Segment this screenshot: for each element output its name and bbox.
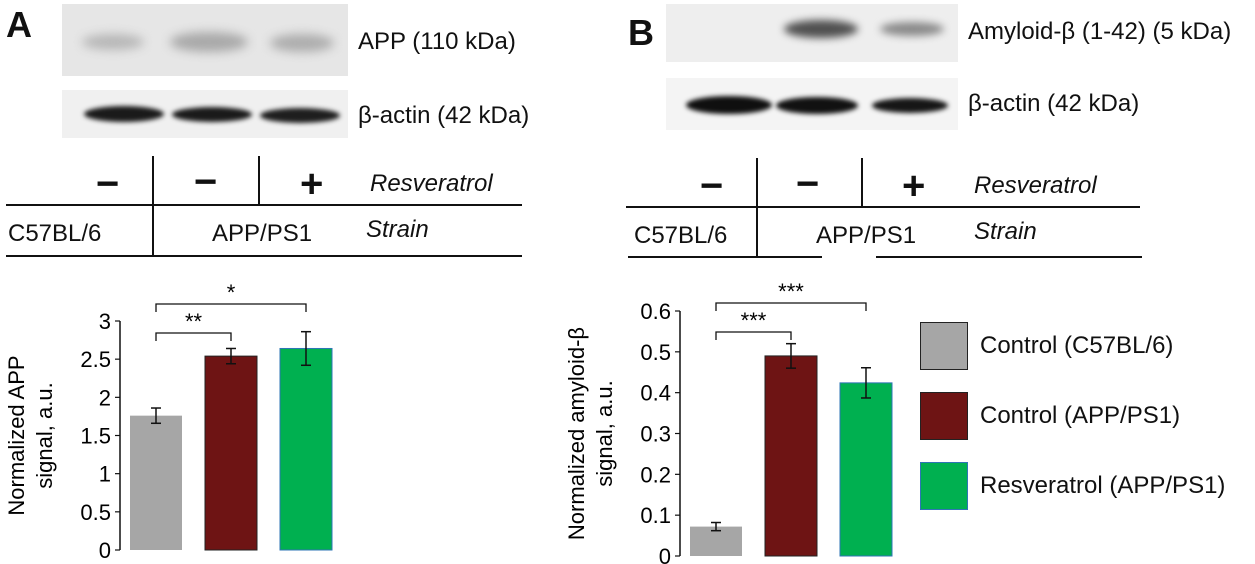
panel-a-strain-label: Strain (366, 216, 429, 243)
chart-a-sig-label-1: * (227, 280, 236, 305)
panel-b-strain-1: C57BL/6 (634, 222, 728, 249)
legend-swatch-2 (920, 462, 968, 510)
chart-b-tick-label-5: 0.5 (640, 340, 671, 365)
panel-a-sign-2: − (194, 160, 218, 204)
chart-b-sig-bracket-0 (715, 331, 792, 340)
chart-a-bar-2 (279, 347, 333, 551)
chart-a-tick-label-5: 2.5 (80, 347, 111, 372)
panel-b-actin-label: β-actin (42 kDa) (968, 90, 1140, 117)
panel-b-sign-3: + (902, 164, 926, 208)
panel-a-app-label: APP (110 kDa) (358, 28, 516, 55)
chart-a-tick-label-0: 0 (99, 538, 111, 563)
legend-swatch-0 (920, 322, 968, 370)
panel-a-divider-1 (152, 156, 154, 256)
chart-a-ylabel-2: signal, a.u. (32, 382, 57, 488)
chart-a: 0 0.5 1 1.5 2 2.5 3 Normalized APP signal, a.u. *… (4, 280, 333, 563)
chart-b-tick-label-2: 0.2 (640, 462, 671, 487)
panel-b-table-line-2a (628, 256, 822, 258)
chart-b-ylabel-2: signal, a.u. (592, 380, 617, 486)
panel-b-amyloid-label: Amyloid-β (1-42) (5 kDa) (968, 18, 1232, 45)
panel-b-table-line-2b (876, 256, 1142, 258)
chart-a-tick-label-6: 3 (99, 309, 111, 334)
chart-a-tick-label-2: 1 (99, 462, 111, 487)
chart-b-sig-label-1: *** (778, 280, 804, 304)
panel-a-sign-3: + (300, 162, 324, 206)
panel-a-actin-blot (62, 90, 348, 138)
chart-b-tick-label-1: 0.1 (640, 503, 671, 528)
chart-a-sig-bracket-1 (155, 303, 307, 312)
panel-b-letter: B (628, 12, 654, 53)
panel-b-actin-blot (666, 78, 958, 130)
panel-b-table-line-1 (626, 206, 1140, 208)
chart-b-tick-label-6: 0.6 (640, 299, 671, 324)
panel-b-divider-2 (861, 158, 863, 206)
chart-b-tick-label-0: 0 (659, 544, 671, 564)
chart-a-bar-1 (204, 355, 258, 551)
panel-a-actin-label: β-actin (42 kDa) (358, 102, 530, 129)
chart-b-tick-label-4: 0.4 (640, 381, 671, 406)
chart-b-bar-1 (764, 355, 818, 557)
chart-a-sig-label-0: ** (185, 309, 203, 334)
legend-label-0: Control (C57BL/6) (980, 332, 1174, 359)
legend-label-1: Control (APP/PS1) (980, 402, 1181, 429)
panel-a-letter: A (6, 4, 32, 45)
panel-b-sign-2: − (796, 162, 820, 206)
chart-b-sig-bracket-1 (715, 302, 867, 311)
panel-b-resveratrol-label: Resveratrol (974, 172, 1097, 199)
chart-b-bar-0 (690, 526, 742, 556)
chart-b-ylabel-1: Normalized amyloid-β (564, 327, 589, 540)
legend-label-2: Resveratrol (APP/PS1) (980, 472, 1226, 499)
chart-b-tick-label-3: 0.3 (640, 422, 671, 447)
chart-a-tick-label-3: 1.5 (80, 424, 111, 449)
chart-b: 0 0.1 0.2 0.3 0.4 0.5 0.6 Normalized amyloid-β s… (564, 280, 893, 564)
panel-a-table-line-1 (6, 204, 522, 206)
panel-b-strain-label: Strain (974, 218, 1037, 245)
panel-a-app-blot (62, 4, 348, 76)
chart-a-tick-label-4: 2 (99, 385, 111, 410)
panel-a-strain-2: APP/PS1 (212, 220, 313, 247)
panel-b-amyloid-blot (666, 4, 958, 62)
panel-a-sign-1: − (96, 162, 120, 206)
panel-a-divider-2 (258, 156, 260, 204)
legend-swatch-1 (920, 392, 968, 440)
chart-a-ylabel-1: Normalized APP (4, 355, 29, 515)
chart-b-sig-label-0: *** (741, 308, 767, 333)
panel-b-sign-1: − (700, 164, 724, 208)
chart-a-tick-label-1: 0.5 (80, 500, 111, 525)
chart-b-bar-2 (839, 382, 893, 557)
panel-a-table-line-2 (6, 255, 522, 257)
chart-a-bar-0 (130, 415, 182, 550)
panel-a-resveratrol-label: Resveratrol (370, 170, 493, 197)
panel-b-strain-2: APP/PS1 (816, 222, 917, 249)
chart-a-sig-bracket-0 (155, 332, 232, 341)
panel-a-strain-1: C57BL/6 (8, 220, 102, 247)
